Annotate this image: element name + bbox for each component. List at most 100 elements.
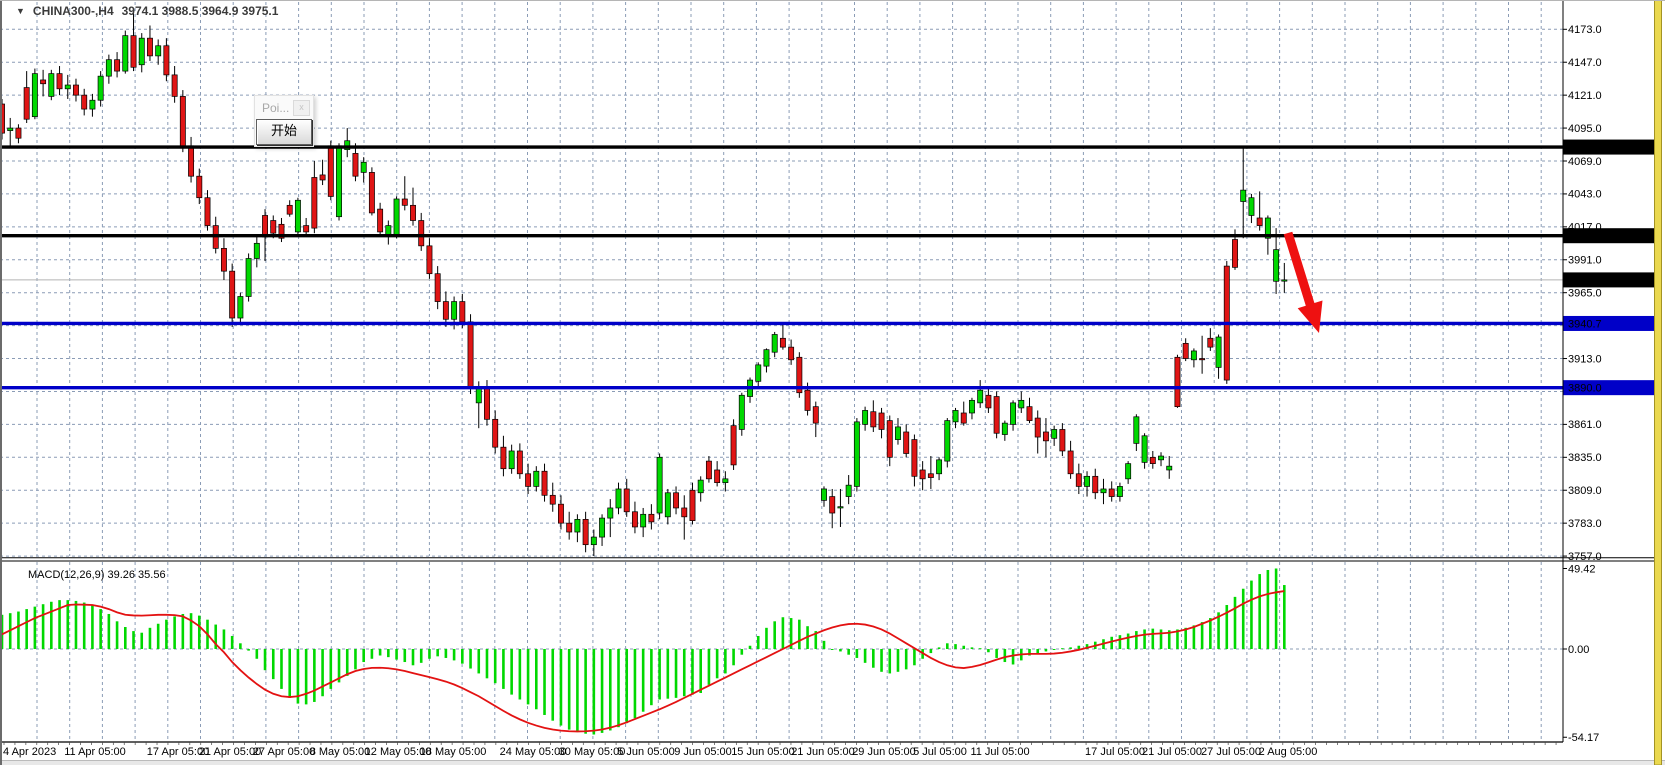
- price-tick-label: 3809.0: [1568, 485, 1602, 497]
- price-tick-label: 4147.0: [1568, 57, 1602, 69]
- symbol-dropdown-icon[interactable]: ▼: [16, 6, 25, 16]
- candle-body: [1248, 197, 1255, 216]
- price-tick-label: 3913.0: [1568, 353, 1602, 365]
- close-icon[interactable]: x: [293, 99, 310, 116]
- candle-body: [738, 394, 745, 430]
- candle-body: [138, 37, 145, 66]
- macd-bar: [419, 649, 423, 663]
- macd-bar: [880, 649, 883, 672]
- macd-bar: [247, 649, 250, 651]
- price-level-badge: [1563, 380, 1655, 396]
- candle-body: [311, 177, 318, 229]
- candle-body: [779, 337, 786, 348]
- macd-bar: [756, 635, 760, 649]
- candle-body: [919, 469, 926, 480]
- macd-bar: [17, 611, 20, 649]
- candle-body: [64, 84, 71, 90]
- candle-body: [1256, 217, 1263, 226]
- candle-body: [1215, 336, 1222, 368]
- candle-body: [56, 73, 63, 90]
- macd-bar: [978, 648, 982, 650]
- macd-bar: [888, 649, 892, 674]
- macd-bar: [987, 649, 990, 653]
- macd-bar: [707, 649, 711, 685]
- right-yellow-strip: [1654, 0, 1662, 765]
- date-label: 17 Apr 05:00: [147, 746, 209, 758]
- macd-bar: [1085, 644, 1089, 649]
- macd-bar: [132, 631, 135, 649]
- macd-bar: [633, 649, 637, 719]
- macd-bar: [896, 649, 900, 672]
- candle-body: [270, 220, 277, 234]
- candle-body: [377, 208, 384, 233]
- macd-bar: [1052, 649, 1056, 650]
- macd-bar: [485, 649, 489, 679]
- bottom-strip: [0, 761, 1665, 765]
- candle-body: [484, 387, 490, 420]
- price-level-badge-label: 4080.0: [1568, 142, 1602, 154]
- candle-body: [886, 420, 893, 458]
- candle-body: [599, 517, 606, 538]
- candle-body: [352, 153, 359, 177]
- candle-body: [171, 74, 178, 97]
- candle-body: [1059, 429, 1066, 452]
- candle-body: [1051, 429, 1058, 439]
- macd-bar: [567, 649, 571, 730]
- macd-bar: [370, 649, 374, 659]
- macd-bar: [748, 645, 752, 649]
- macd-bar: [1258, 574, 1261, 649]
- macd-bar: [321, 649, 324, 697]
- macd-bar: [214, 624, 218, 649]
- candle-body: [1232, 239, 1238, 268]
- candle-body: [262, 215, 268, 238]
- macd-bar: [99, 609, 102, 649]
- candle-body: [500, 446, 507, 470]
- macd-bar: [378, 649, 382, 656]
- macd-bar: [197, 615, 201, 649]
- macd-bar: [115, 621, 119, 649]
- candle-body: [220, 248, 227, 272]
- start-button[interactable]: 开始: [256, 119, 312, 145]
- candle-body: [533, 470, 540, 487]
- candle-body: [245, 258, 252, 297]
- macd-bar: [954, 644, 957, 649]
- date-label: 4 Apr 2023: [3, 746, 56, 758]
- candle-body: [393, 198, 400, 235]
- candle-body: [451, 301, 458, 320]
- candle-body: [648, 513, 655, 523]
- candle-body: [73, 84, 79, 96]
- macd-bar: [1061, 648, 1064, 650]
- macd-bar: [230, 635, 234, 649]
- candle-body: [870, 411, 877, 428]
- candle-body: [821, 488, 827, 501]
- price-level-badge: [1563, 315, 1655, 331]
- candle-body: [1001, 422, 1008, 435]
- candle-body: [1166, 465, 1173, 471]
- macd-bar: [839, 649, 842, 652]
- candle-body: [623, 488, 630, 513]
- candle-body: [845, 484, 852, 497]
- candle-body: [467, 321, 474, 389]
- price-tick-label: 4095.0: [1568, 123, 1602, 135]
- macd-bar: [181, 613, 185, 649]
- candle-body: [188, 145, 195, 177]
- macd-bar: [847, 649, 850, 655]
- date-label: 18 May 05:00: [420, 746, 487, 758]
- candle-body: [1067, 450, 1074, 475]
- date-label: 21 Jun 05:00: [791, 746, 855, 758]
- candle-body: [812, 406, 819, 424]
- date-label: 21 Jul 05:00: [1142, 746, 1202, 758]
- macd-bar: [1110, 636, 1113, 649]
- price-tick-label: 4173.0: [1568, 24, 1602, 36]
- candle-body: [97, 75, 104, 101]
- macd-bar: [592, 649, 596, 735]
- candle-body: [525, 473, 532, 487]
- macd-bar: [337, 649, 341, 683]
- candle-body: [689, 489, 696, 521]
- candle-body: [722, 478, 729, 483]
- macd-bar: [502, 649, 505, 689]
- candle-body: [574, 519, 581, 533]
- macd-bar: [469, 649, 472, 669]
